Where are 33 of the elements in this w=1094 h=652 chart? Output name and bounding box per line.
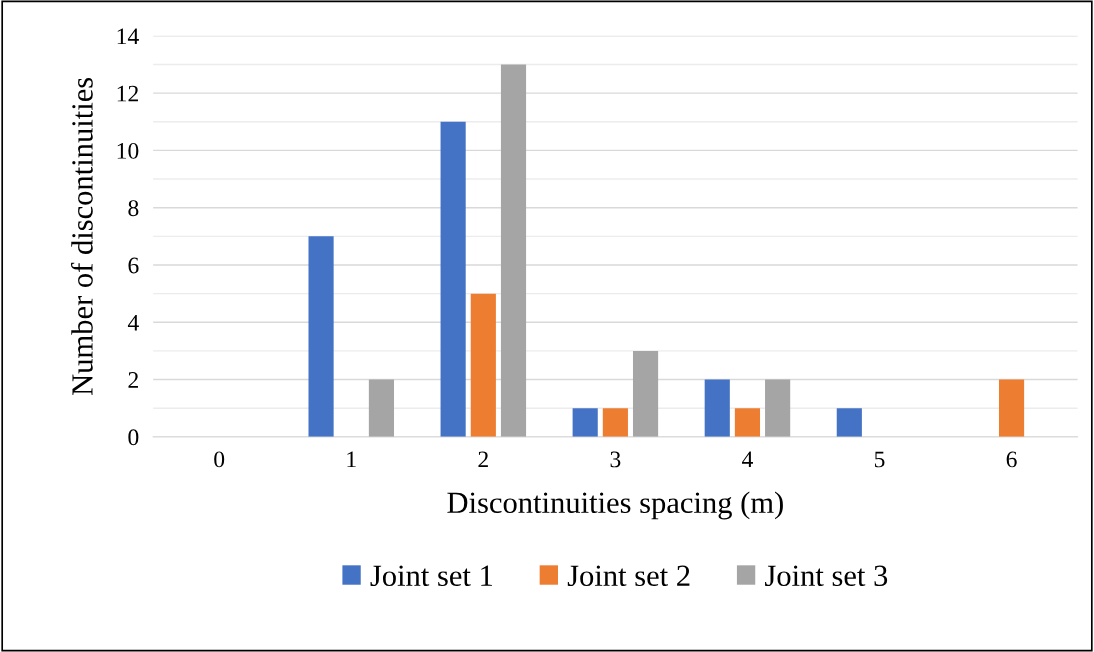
legend-label: Joint set 3 [765,565,888,587]
y-tick-label: 14 [117,28,139,45]
bar [308,236,334,437]
bar [836,408,862,437]
bar [572,408,598,437]
y-tick-label: 10 [117,142,139,159]
bar [734,408,761,437]
x-axis-title: Discontinuities spacing (m) [447,491,783,520]
y-tick-label: 4 [127,314,139,331]
legend-label: Joint set 2 [567,565,690,587]
bar [440,121,466,437]
legend-label: Joint set 1 [370,565,492,587]
bar [704,379,730,437]
bar [602,408,628,437]
bar [500,64,527,437]
y-tick-label: 6 [128,257,139,274]
y-tick-label: 2 [128,372,138,388]
y-tick-label: 12 [117,85,138,102]
bar [998,379,1025,437]
y-axis-title: Number of discontinuities [70,77,93,396]
bar [470,293,496,437]
x-tick-label: 2 [478,451,488,468]
bar [368,379,395,437]
x-tick-label: 3 [610,451,621,468]
bar [632,350,659,437]
x-tick-label: 1 [347,451,356,468]
x-tick-label: 4 [741,451,753,468]
y-tick-label: 0 [128,429,139,446]
x-tick-label: 5 [874,451,885,468]
x-tick-label: 0 [214,451,225,468]
y-tick-label: 8 [128,200,139,217]
x-tick-label: 6 [1006,451,1017,468]
bar [765,379,791,437]
